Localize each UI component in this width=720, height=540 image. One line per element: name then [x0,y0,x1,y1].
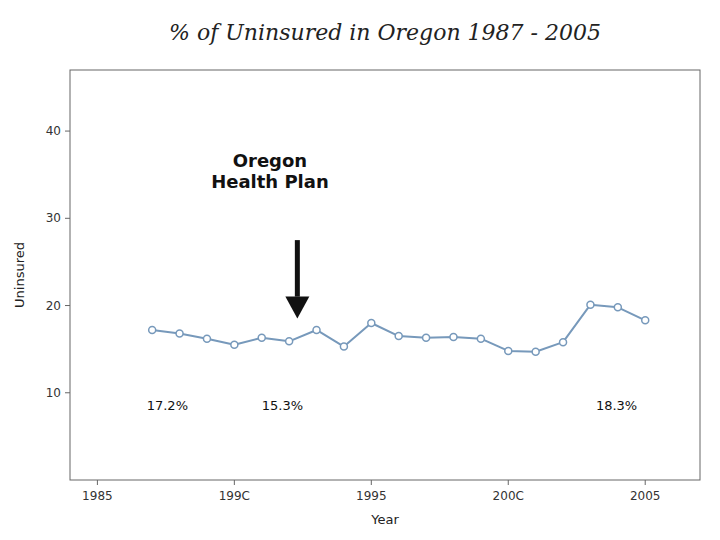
annotation-line: Oregon [233,150,307,171]
y-tick-label: 20 [46,299,61,313]
point [642,317,649,324]
point [395,333,402,340]
point [614,304,621,311]
point [231,341,238,348]
annotation: 17.2% [147,398,188,413]
point [505,347,512,354]
annotation-line: 17.2% [147,398,188,413]
arrow-shaft [295,240,300,297]
point [587,301,594,308]
point [532,348,539,355]
point [450,333,457,340]
y-tick [65,218,70,219]
point [286,338,293,345]
point [560,339,567,346]
point [176,330,183,337]
x-tick-label: 199C [219,489,250,503]
annotation: 15.3% [262,398,303,413]
point [258,334,265,341]
x-tick-label: 1995 [356,489,387,503]
point [340,343,347,350]
y-tick-label: 10 [46,386,61,400]
chart: % of Uninsured in Oregon 1987 - 2005 1985… [0,0,720,540]
x-tick [234,480,235,485]
y-tick-label: 40 [46,124,61,138]
annotation: 18.3% [596,398,637,413]
y-tick [65,392,70,393]
annotation: OregonHealth Plan [211,150,329,193]
point [149,326,156,333]
x-axis-label: Year [370,512,399,527]
plot-area [70,70,700,480]
x-tick-label: 2005 [630,489,661,503]
annotation-line: 15.3% [262,398,303,413]
point [313,326,320,333]
series-group [149,301,649,355]
x-tick-label: 1985 [82,489,113,503]
x-tick [371,480,372,485]
point [203,335,210,342]
x-tick [645,480,646,485]
x-tick [508,480,509,485]
plot-frame [70,70,700,480]
y-axis-label: Uninsured [12,242,27,308]
point [368,319,375,326]
arrow-head [285,297,309,319]
title: % of Uninsured in Oregon 1987 - 2005 [169,20,601,45]
x-tick-label: 200C [493,489,524,503]
y-tick [65,131,70,132]
y-tick-label: 30 [46,211,61,225]
y-tick [65,305,70,306]
annotation-line: 18.3% [596,398,637,413]
annotation-line: Health Plan [211,171,329,192]
x-tick [97,480,98,485]
point [477,335,484,342]
point [423,334,430,341]
line [152,305,645,352]
